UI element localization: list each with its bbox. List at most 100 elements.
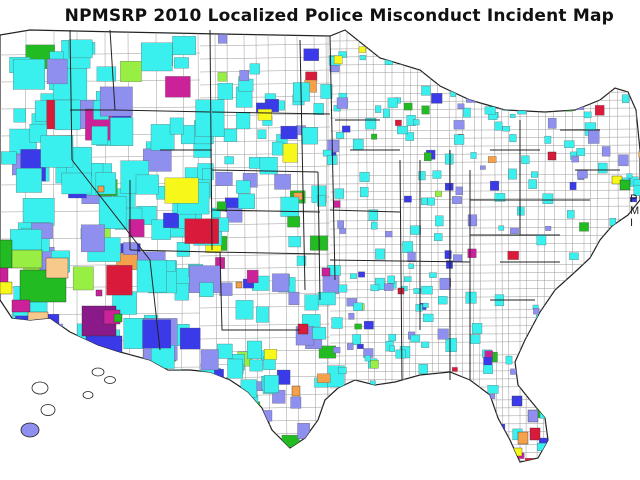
county-highlight (424, 152, 432, 162)
county-highlight (555, 98, 562, 104)
county-highlight (337, 220, 344, 229)
county-highlight (259, 157, 278, 175)
county-highlight (98, 462, 111, 476)
county-highlight (598, 342, 606, 348)
state-border (211, 111, 331, 115)
county-highlight (99, 86, 133, 117)
county-highlight (445, 338, 457, 352)
county-highlight (429, 272, 437, 278)
county-highlight (569, 252, 579, 260)
county-highlight (520, 98, 530, 109)
county-highlight (592, 342, 603, 352)
county-highlight (141, 42, 173, 72)
county-highlight (338, 51, 347, 58)
county-highlight (544, 135, 552, 144)
county-highlight (596, 375, 607, 386)
county-highlight (545, 398, 555, 407)
county-highlight (515, 462, 523, 470)
county-highlight (588, 129, 600, 144)
county-highlight (444, 250, 452, 259)
island (20, 422, 40, 438)
county-highlight (346, 298, 357, 307)
county-highlight (553, 380, 562, 387)
county-highlight (342, 125, 351, 133)
county-highlight (247, 419, 258, 428)
county-highlight (616, 419, 628, 429)
county-highlight (536, 234, 547, 246)
county-highlight (438, 296, 448, 305)
county-highlight (511, 395, 523, 407)
county-highlight (527, 409, 539, 423)
county-highlight (535, 376, 544, 383)
state-border (329, 209, 401, 213)
county-highlight (338, 367, 347, 375)
state-border (329, 35, 336, 281)
county-highlight (184, 218, 219, 244)
edge-letter: P (630, 193, 638, 205)
county-highlight (234, 439, 245, 448)
county-highlight (297, 323, 309, 335)
county-highlight (633, 179, 640, 186)
county-highlight (601, 49, 608, 56)
county-highlight (638, 151, 640, 158)
county-highlight (373, 458, 381, 462)
county-highlight (334, 188, 344, 199)
county-highlight (451, 196, 462, 204)
county-highlight (384, 283, 394, 291)
county-highlight (549, 311, 561, 321)
island (91, 367, 105, 377)
county-highlight (583, 111, 592, 119)
county-highlight (525, 99, 536, 108)
county-highlight (57, 359, 88, 388)
county-highlight (156, 415, 172, 433)
county-highlight (13, 58, 45, 90)
county-highlight (532, 336, 543, 348)
county-highlight (382, 108, 390, 118)
county-highlight (324, 421, 333, 433)
county-highlight (126, 445, 151, 462)
county-highlight (360, 187, 369, 198)
county-highlight (385, 231, 393, 238)
county-highlight (257, 109, 272, 121)
county-highlight (54, 99, 81, 131)
county-highlight (339, 228, 346, 234)
county-highlight (502, 126, 511, 132)
county-highlight (354, 323, 362, 330)
county-highlight (375, 248, 385, 260)
county-highlight (633, 381, 640, 390)
county-highlight (579, 222, 589, 232)
county-highlight (265, 99, 279, 113)
county-highlight (627, 400, 637, 410)
county-highlight (598, 162, 608, 174)
county-highlight (49, 323, 63, 334)
county-highlight (601, 146, 611, 157)
county-highlight (287, 216, 301, 228)
county-highlight (236, 444, 246, 452)
county-highlight (358, 46, 366, 53)
county-highlight (478, 424, 488, 437)
county-highlight (217, 72, 228, 82)
state-border (209, 29, 213, 251)
county-highlight (371, 407, 382, 420)
county-highlight (174, 57, 189, 69)
county-highlight (336, 132, 345, 139)
county-highlight (451, 367, 458, 372)
county-highlight (30, 333, 53, 362)
county-highlight (487, 385, 499, 394)
county-highlight (223, 128, 238, 142)
county-highlight (82, 396, 110, 422)
county-highlight (304, 294, 319, 311)
county-highlight (10, 391, 27, 410)
county-highlight (327, 139, 340, 153)
county-highlight (39, 452, 61, 462)
county-highlight (630, 278, 636, 284)
county-highlight (249, 63, 260, 75)
county-highlight (247, 340, 262, 360)
county-highlight (516, 70, 524, 77)
county-highlight (264, 349, 278, 360)
county-highlight (151, 345, 175, 369)
county-highlight (230, 429, 245, 441)
county-highlight (582, 357, 594, 369)
county-highlight (379, 451, 390, 461)
county-highlight (176, 242, 190, 257)
